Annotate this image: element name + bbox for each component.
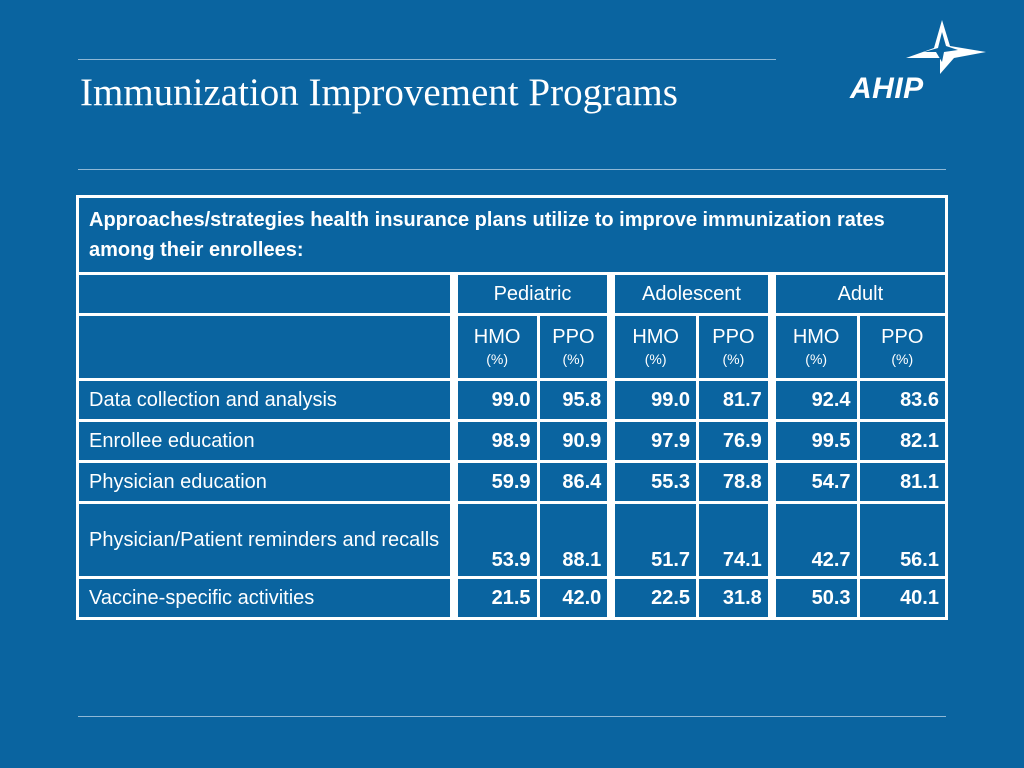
cell-value: 95.8: [536, 378, 613, 422]
row-label: Enrollee education: [75, 419, 456, 463]
title-divider: [78, 169, 946, 170]
cell-value: 76.9: [696, 419, 774, 463]
cell-value: 31.8: [696, 576, 774, 620]
group-adolescent: Adolescent: [607, 272, 774, 316]
table-row: Enrollee education 98.9 90.9 97.9 76.9 9…: [75, 419, 949, 463]
cell-value: 74.1: [696, 501, 774, 579]
table-intro: Approaches/strategies health insurance p…: [76, 195, 948, 275]
row-label: Physician/Patient reminders and recalls: [75, 501, 456, 579]
cell-value: 81.1: [856, 460, 949, 504]
subheader-adult-hmo: HMO (%): [767, 313, 860, 381]
cell-value: 50.3: [767, 576, 860, 620]
star-icon: [906, 20, 986, 74]
table-row: Physician education 59.9 86.4 55.3 78.8 …: [75, 460, 949, 504]
cell-value: 54.7: [767, 460, 860, 504]
cell-value: 99.0: [607, 378, 700, 422]
cell-value: 55.3: [607, 460, 700, 504]
row-label: Physician education: [75, 460, 456, 504]
cell-value: 92.4: [767, 378, 860, 422]
cell-value: 81.7: [696, 378, 774, 422]
cell-value: 97.9: [607, 419, 700, 463]
cell-value: 53.9: [449, 501, 540, 579]
cell-value: 90.9: [536, 419, 613, 463]
cell-value: 21.5: [449, 576, 540, 620]
cell-value: 82.1: [856, 419, 949, 463]
intro-row: Approaches/strategies health insurance p…: [76, 195, 948, 275]
cell-value: 98.9: [449, 419, 540, 463]
logo-text: AHIP: [850, 72, 924, 105]
cell-value: 56.1: [856, 501, 949, 579]
group-adult: Adult: [767, 272, 948, 316]
cell-value: 99.5: [767, 419, 860, 463]
table-row: Physician/Patient reminders and recalls …: [75, 501, 949, 579]
subheader-adult-ppo: PPO (%): [856, 313, 949, 381]
cell-value: 22.5: [607, 576, 700, 620]
row-label: Vaccine-specific activities: [75, 576, 456, 620]
table-row: Data collection and analysis 99.0 95.8 9…: [75, 378, 949, 422]
bottom-divider: [78, 716, 946, 717]
slide-title: Immunization Improvement Programs: [80, 71, 678, 114]
cell-value: 40.1: [856, 576, 949, 620]
cell-value: 78.8: [696, 460, 774, 504]
subheader-adolescent-hmo: HMO (%): [607, 313, 700, 381]
subheader-pediatric-hmo: HMO (%): [449, 313, 540, 381]
immunization-table: Approaches/strategies health insurance p…: [75, 195, 949, 620]
cell-value: 59.9: [449, 460, 540, 504]
cell-value: 42.7: [767, 501, 860, 579]
cell-value: 83.6: [856, 378, 949, 422]
cell-value: 99.0: [449, 378, 540, 422]
cell-value: 88.1: [536, 501, 613, 579]
cell-value: 86.4: [536, 460, 613, 504]
group-header-row: Pediatric Adolescent Adult: [75, 272, 948, 316]
cell-value: 51.7: [607, 501, 700, 579]
subheader-adolescent-ppo: PPO (%): [696, 313, 774, 381]
group-header-blank: [75, 272, 456, 316]
ahip-logo: AHIP: [846, 18, 996, 108]
subheader-blank: [75, 313, 456, 381]
cell-value: 42.0: [536, 576, 613, 620]
group-pediatric: Pediatric: [449, 272, 613, 316]
table-row: Vaccine-specific activities 21.5 42.0 22…: [75, 576, 949, 620]
subheader-pediatric-ppo: PPO (%): [536, 313, 613, 381]
row-label: Data collection and analysis: [75, 378, 456, 422]
subheader-row: HMO (%) PPO (%) HMO (%) PPO (%) HMO (%) PPO (%…: [75, 313, 949, 381]
top-divider: [78, 59, 776, 60]
